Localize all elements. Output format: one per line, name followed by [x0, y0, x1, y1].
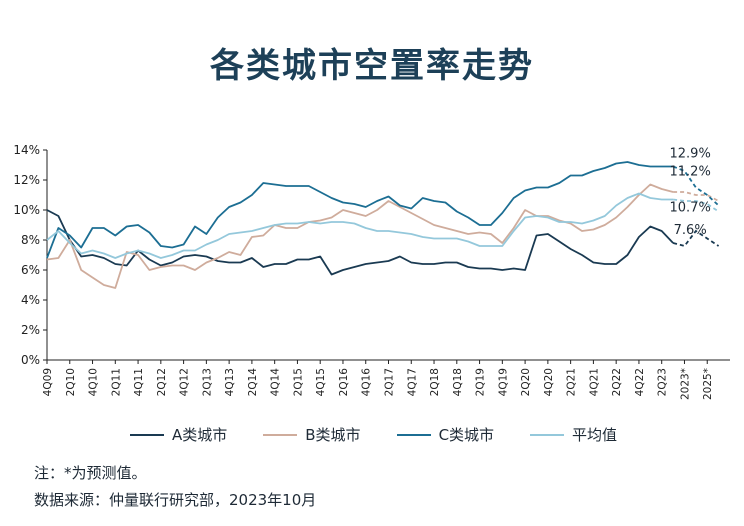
series-forecast-line-0: [672, 229, 720, 248]
chart-axes: 0% 2% 4% 6% 8% 10% 12% 14% 4Q09 2Q10 4Q10 2Q11 4Q11 2…: [13, 143, 730, 400]
x-tick-label: 4Q18: [452, 368, 464, 396]
source-note: 数据来源：仲量联行研究部，2023年10月: [34, 491, 317, 509]
data-annotation: 11.2%: [670, 165, 711, 180]
x-tick-label: 4Q17: [406, 368, 418, 396]
x-tick-label: 2Q17: [384, 368, 396, 396]
x-tick-label: 2Q23: [657, 368, 669, 396]
x-tick-label: 4Q14: [270, 368, 282, 397]
legend-label-b: B类城市: [305, 426, 361, 444]
legend-swatch-c: [396, 433, 431, 436]
legend-swatch-a: [130, 433, 164, 436]
series-line-1: [46, 183, 674, 289]
series-line-2: [46, 161, 674, 259]
x-tick-label: 2025*: [702, 368, 714, 400]
x-tick-label: 2Q15: [292, 368, 304, 396]
data-annotation: 12.9%: [670, 147, 711, 162]
x-tick-label: 2Q20: [520, 368, 532, 396]
x-tick-label: 2Q21: [566, 368, 578, 396]
legend-swatch-avg: [530, 433, 565, 436]
y-tick-label: 2%: [21, 323, 40, 337]
x-tick-label: 4Q15: [315, 368, 327, 396]
x-tick-label: 2Q19: [475, 368, 487, 396]
x-tick-label: 2Q16: [338, 368, 350, 397]
x-tick-label: 4Q09: [42, 368, 54, 396]
x-tick-label: 2Q13: [201, 368, 213, 396]
legend-item-a: A类城市: [130, 424, 227, 445]
x-tick-label: 2Q22: [611, 368, 623, 396]
x-tick-label: 4Q22: [634, 368, 646, 396]
x-tick-label: 2Q11: [110, 368, 122, 396]
legend-item-avg: 平均值: [530, 424, 617, 445]
y-tick-label: 14%: [13, 143, 40, 157]
y-tick-label: 8%: [21, 233, 40, 247]
series-line-3: [46, 192, 674, 259]
legend-item-b: B类城市: [263, 424, 361, 445]
x-tick-label: 4Q19: [497, 368, 509, 396]
footnote: 注：*为预测值。: [34, 464, 147, 482]
series-forecast-line-3: [672, 198, 720, 213]
x-tick-label: 4Q21: [588, 368, 600, 396]
x-tick-label: 4Q20: [543, 368, 555, 396]
series-line-0: [46, 209, 674, 276]
legend-label-avg: 平均值: [572, 426, 618, 444]
y-tick-label: 6%: [21, 263, 40, 277]
x-tick-label: 4Q10: [88, 368, 100, 396]
x-tick-label: 2Q12: [156, 368, 168, 396]
chart-labels: 12.9% 11.2% 10.7% 7.6%: [670, 147, 711, 239]
x-tick-label: 4Q13: [224, 368, 236, 396]
x-tick-label: 4Q16: [361, 368, 373, 397]
x-tick-label: 2Q18: [429, 368, 441, 396]
x-tick-label: 4Q12: [179, 368, 191, 396]
x-tick-label: 2Q14: [247, 368, 259, 397]
y-tick-label: 10%: [13, 203, 40, 217]
y-tick-label: 0%: [21, 353, 40, 367]
legend-label-c: C类城市: [438, 426, 495, 444]
chart-title: 各类城市空置率走势: [210, 46, 534, 86]
chart-lines: [46, 161, 720, 289]
legend-label-a: A类城市: [172, 426, 228, 444]
x-tick-label: 2023*: [679, 368, 691, 400]
y-tick-label: 4%: [21, 293, 40, 307]
legend-item-c: C类城市: [396, 424, 495, 445]
chart-legend: A类城市 B类城市 C类城市 平均值: [130, 424, 617, 445]
series-forecast-line-1: [673, 191, 720, 202]
line-chart: 0% 2% 4% 6% 8% 10% 12% 14% 4Q09 2Q10 4Q10 2Q11 4Q11 2…: [13, 143, 730, 400]
y-tick-label: 12%: [13, 173, 40, 187]
x-tick-label: 4Q11: [133, 368, 145, 396]
series-forecast-line-2: [672, 165, 720, 207]
data-annotation: 7.6%: [674, 223, 707, 238]
x-tick-label: 2Q10: [65, 368, 77, 396]
legend-swatch-b: [263, 433, 298, 436]
data-annotation: 10.7%: [670, 201, 711, 216]
